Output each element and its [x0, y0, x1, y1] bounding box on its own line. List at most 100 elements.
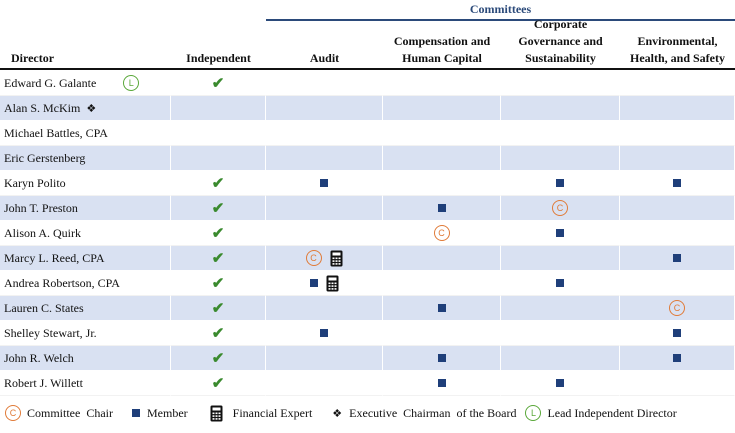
ehs-cell [620, 146, 735, 171]
ehs-cell [620, 196, 735, 221]
member-icon [556, 379, 564, 387]
col-header-compensation-text: Compensation and Human Capital [393, 34, 491, 65]
compensation-cell [383, 296, 501, 321]
director-name: Alison A. Quirk [4, 225, 82, 240]
director-name-cell: Lauren C. States [0, 296, 171, 321]
legend-member-label: Member [147, 405, 188, 420]
member-icon [437, 379, 446, 387]
executive-chairman-icon: ❖ [86, 102, 97, 115]
lead-independent-icon: L [123, 75, 140, 91]
ehs-cell [620, 371, 735, 396]
legend: C Committee Chair Member Financial Exper… [0, 400, 735, 426]
legend-chair: C Committee Chair [5, 405, 113, 421]
director-name-cell: Karyn Polito [0, 171, 171, 196]
audit-cell [266, 196, 383, 221]
governance-cell [501, 296, 620, 321]
governance-cell: C [501, 196, 620, 221]
governance-cell [501, 271, 620, 296]
audit-cell [266, 321, 383, 346]
compensation-cell [383, 321, 501, 346]
governance-cell [501, 371, 620, 396]
member-icon [132, 409, 140, 417]
committees-label: Committees [469, 2, 532, 16]
table-row: Marcy L. Reed, CPA ✔ C [0, 246, 735, 271]
compensation-cell [383, 96, 501, 121]
member-icon [309, 279, 318, 287]
compensation-cell: C [383, 221, 501, 246]
compensation-cell [383, 121, 501, 146]
table-row: John T. Preston ✔ C [0, 196, 735, 221]
member-icon [673, 329, 681, 337]
calculator-icon [326, 275, 338, 291]
audit-cell [266, 146, 383, 171]
independent-cell: ✔ [171, 71, 266, 96]
chair-icon: C [669, 300, 685, 316]
governance-cell [501, 71, 620, 96]
director-name-cell: Robert J. Willett [0, 371, 171, 396]
legend-lead: L Lead Independent Director [525, 405, 677, 421]
governance-cell [501, 96, 620, 121]
member-icon [437, 204, 446, 212]
chair-icon: C [552, 200, 568, 216]
compensation-cell [383, 371, 501, 396]
check-icon: ✔ [211, 250, 225, 267]
governance-cell [501, 171, 620, 196]
director-name-cell: John T. Preston [0, 196, 171, 221]
table-row: Karyn Polito ✔ [0, 171, 735, 196]
governance-cell [501, 321, 620, 346]
member-icon [556, 179, 564, 187]
table-row: Shelley Stewart, Jr. ✔ [0, 321, 735, 346]
compensation-cell [383, 71, 501, 96]
legend-lead-label: Lead Independent Director [547, 405, 677, 420]
legend-exec: ❖ Executive Chairman of the Board [332, 406, 516, 421]
calculator-icon [330, 250, 342, 266]
independent-cell: ✔ [171, 271, 266, 296]
independent-cell: ✔ [171, 296, 266, 321]
check-icon: ✔ [211, 275, 225, 292]
check-icon: ✔ [211, 200, 225, 217]
independent-cell [171, 96, 266, 121]
member-icon [556, 279, 564, 287]
compensation-cell [383, 171, 501, 196]
audit-cell: C [266, 246, 383, 271]
check-icon: ✔ [211, 350, 225, 367]
legend-expert-label: Financial Expert [232, 405, 313, 420]
col-header-director: Director [0, 19, 171, 70]
table-row: Edward G. Galante L ✔ [0, 71, 735, 96]
audit-cell [266, 296, 383, 321]
chair-icon: C [305, 250, 322, 266]
audit-cell [266, 171, 383, 196]
independent-cell: ✔ [171, 246, 266, 271]
member-icon [320, 179, 328, 187]
col-header-ehs: Environmental, Health, and Safety [620, 19, 735, 70]
director-name-cell: Andrea Robertson, CPA [0, 271, 171, 296]
table-row: John R. Welch ✔ [0, 346, 735, 371]
independent-cell: ✔ [171, 171, 266, 196]
audit-cell [266, 346, 383, 371]
audit-cell [266, 371, 383, 396]
ehs-cell [620, 321, 735, 346]
director-name: Alan S. McKim [4, 100, 81, 115]
col-header-audit: Audit [266, 19, 383, 70]
legend-member: Member [132, 406, 188, 421]
calculator-icon [210, 405, 223, 421]
independent-cell: ✔ [171, 371, 266, 396]
check-icon: ✔ [211, 225, 225, 242]
legend-exec-label: Executive Chairman of the Board [349, 405, 517, 420]
governance-cell [501, 346, 620, 371]
ehs-cell [620, 221, 735, 246]
director-rows: Edward G. Galante L ✔ Alan S. McKim ❖ Michael… [0, 71, 735, 396]
independent-cell [171, 146, 266, 171]
member-icon [437, 304, 446, 312]
check-icon: ✔ [211, 375, 225, 392]
director-name-cell: Alan S. McKim ❖ [0, 96, 171, 121]
ehs-cell [620, 96, 735, 121]
director-name: Eric Gerstenberg [4, 150, 86, 165]
executive-chairman-icon: ❖ [332, 407, 343, 420]
governance-cell [501, 246, 620, 271]
table-row: Robert J. Willett ✔ [0, 371, 735, 396]
director-name-cell: Alison A. Quirk [0, 221, 171, 246]
director-name: Marcy L. Reed, CPA [4, 250, 105, 265]
director-name: Robert J. Willett [4, 375, 83, 390]
member-icon [320, 329, 328, 337]
